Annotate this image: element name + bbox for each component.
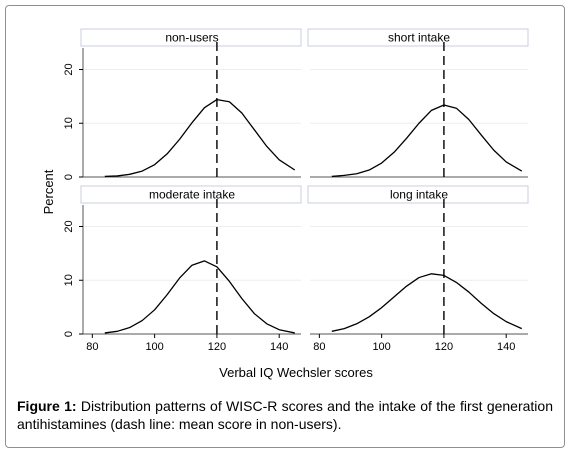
- x-axis-title: Verbal IQ Wechsler scores: [219, 365, 373, 380]
- y-tick-label: 0: [63, 174, 75, 180]
- panel-title: non-users: [165, 31, 218, 45]
- panel-title: long intake: [390, 188, 448, 202]
- x-tick-label: 80: [86, 341, 98, 353]
- strip-header: [80, 28, 302, 47]
- y-tick-label: 20: [63, 220, 75, 232]
- panel-title: moderate intake: [149, 188, 235, 202]
- series-line: [331, 104, 523, 178]
- series-line: [104, 260, 295, 334]
- x-tick-label: 140: [270, 341, 288, 353]
- panel-long-intake: long intake 80 100 120 140: [307, 185, 529, 353]
- panel-short-intake: short intake: [307, 28, 529, 178]
- y-tick-label: 10: [63, 117, 75, 129]
- y-axis-title: Percent: [41, 169, 56, 214]
- x-tick-label: 80: [313, 341, 325, 353]
- caption-text: Distribution patterns of WISC-R scores a…: [17, 398, 553, 432]
- chart: non-users 0 10 20 short intake moderate intak…: [41, 28, 529, 380]
- figure-caption: Figure 1: Distribution patterns of WISC-…: [17, 397, 553, 433]
- series-line: [104, 98, 296, 178]
- panel-moderate-intake: moderate intake 0 10 20 80 100 120 140: [63, 185, 302, 353]
- x-tick-label: 120: [208, 341, 226, 353]
- x-tick-label: 120: [435, 341, 453, 353]
- series-line: [331, 273, 523, 332]
- panel-non-users: non-users 0 10 20: [63, 28, 302, 180]
- x-tick-label: 100: [372, 341, 390, 353]
- y-tick-label: 0: [63, 331, 75, 337]
- x-tick-label: 100: [145, 341, 163, 353]
- strip-header: [307, 185, 529, 204]
- y-tick-label: 10: [63, 274, 75, 286]
- strip-header: [307, 28, 529, 47]
- caption-label: Figure 1:: [17, 398, 77, 414]
- strip-header: [80, 185, 302, 204]
- panel-title: short intake: [388, 31, 450, 45]
- y-tick-label: 20: [63, 63, 75, 75]
- x-tick-label: 140: [497, 341, 515, 353]
